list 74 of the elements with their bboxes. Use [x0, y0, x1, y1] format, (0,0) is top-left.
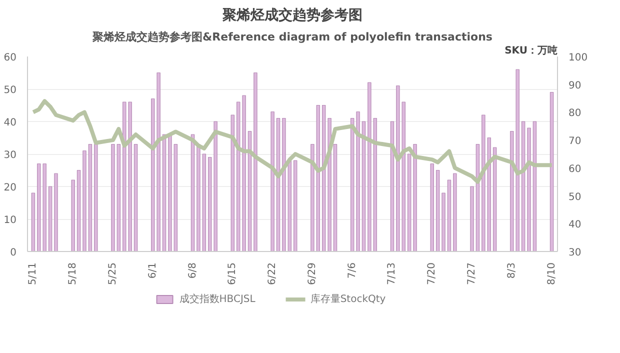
bar [310, 144, 314, 252]
bar [31, 192, 36, 252]
x-tick-label: 7/13 [386, 262, 398, 285]
bar [293, 160, 298, 252]
chart-subtitle: 聚烯烃成交趋势参考图&Reference diagram of polyolefin transactions [92, 30, 493, 44]
bar [288, 160, 292, 252]
y-tick-label: 50 [4, 85, 17, 96]
bar [76, 170, 81, 252]
bar [94, 144, 98, 252]
x-tick-label: 6/15 [227, 262, 238, 285]
legend-label: 库存量StockQty [310, 292, 386, 306]
x-tick-label: 5/25 [107, 262, 118, 285]
y2-tick-label: 90 [568, 80, 582, 92]
text: SKU：万吨 [504, 44, 558, 56]
x-tick-label: 6/29 [306, 262, 318, 285]
x-tick-label: 8/10 [546, 262, 558, 285]
y2-tick-label: 50 [568, 192, 582, 203]
x-tick-label: 6/1 [147, 262, 158, 279]
bar [196, 144, 200, 252]
x-tick-label: 6/22 [267, 262, 278, 285]
bar [48, 186, 52, 252]
bar [333, 144, 338, 252]
y-tick-label: 0 [10, 248, 17, 258]
bar [436, 170, 440, 252]
x-tick-label: 6/8 [187, 262, 198, 279]
y2-tick-label: 100 [568, 52, 588, 64]
bar [527, 128, 531, 252]
line-series [31, 99, 554, 184]
y2-tick-label: 70 [568, 136, 582, 148]
bar [442, 192, 446, 252]
x-tick-label: 8/3 [506, 262, 518, 279]
bar [248, 130, 252, 252]
chart-title: 聚烯烃成交趋势参考图 [222, 6, 362, 24]
y2-tick-label: 60 [568, 164, 582, 175]
x-tick-label: 5/11 [28, 262, 39, 285]
bar [254, 72, 258, 252]
bar [174, 144, 178, 252]
bar [134, 144, 138, 252]
bar [202, 154, 206, 252]
y-tick-label: 20 [4, 182, 17, 194]
x-tick-label: 7/27 [466, 262, 478, 285]
y2-tick-label: 80 [568, 108, 582, 120]
x-tick-label: 5/18 [68, 262, 79, 285]
bar [88, 144, 92, 252]
bar [550, 92, 554, 252]
bar [350, 118, 354, 252]
legend-label: 成交指数HBCJSL [179, 292, 256, 306]
y-tick-label: 60 [4, 52, 17, 64]
bar [413, 144, 417, 252]
bar [282, 118, 286, 252]
bar [316, 104, 320, 252]
bar [270, 111, 274, 252]
bar [116, 144, 121, 252]
bar [362, 121, 366, 252]
bar [168, 134, 172, 252]
bar [111, 144, 115, 252]
y-tick-label: 10 [4, 215, 17, 226]
bar [407, 154, 412, 252]
y2-tick-label: 30 [568, 248, 582, 258]
y-tick-label: 40 [4, 118, 17, 128]
x-tick-label: 7/20 [426, 262, 438, 285]
bar [71, 180, 75, 252]
x-tick-label: 7/6 [346, 262, 358, 279]
y2-tick-label: 40 [568, 220, 582, 231]
bar [532, 121, 537, 252]
bar [430, 163, 434, 252]
bar [54, 173, 58, 252]
bar [470, 186, 474, 252]
bar [162, 134, 166, 252]
bar [82, 150, 86, 252]
bar [356, 111, 360, 252]
bar [453, 173, 457, 252]
bar [447, 180, 452, 252]
y-tick-label: 30 [4, 150, 17, 161]
